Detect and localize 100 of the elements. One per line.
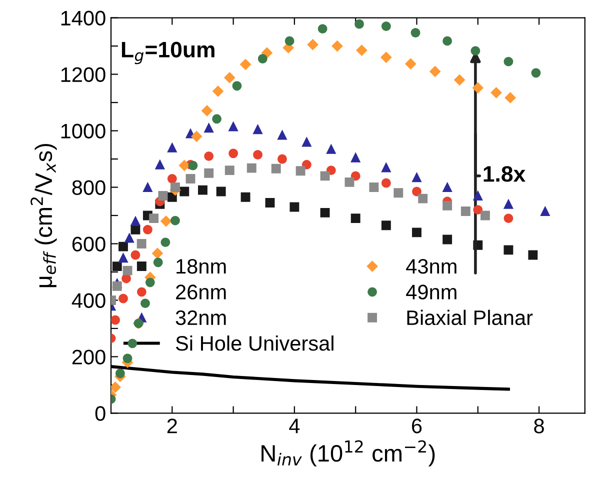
point	[160, 216, 172, 227]
y-tick-label: 1000	[61, 124, 106, 139]
point	[460, 206, 470, 216]
point	[204, 123, 214, 133]
point	[442, 36, 452, 46]
y-axis-title: μ$_{eff}$ (cm$^{2}$/V$_{x}$s)	[30, 144, 57, 288]
point	[418, 194, 428, 204]
point	[442, 234, 452, 244]
point	[167, 142, 177, 152]
legend-label: 43nm	[406, 259, 456, 274]
point	[186, 174, 196, 184]
point	[504, 245, 514, 255]
point	[115, 368, 125, 378]
x-tick-label: 6	[412, 418, 422, 434]
x-axis-title: N$_{inv}$ (10$^{12}$ cm$^{−2}$)	[262, 440, 435, 466]
point	[112, 262, 122, 272]
point	[142, 182, 152, 192]
point	[232, 81, 242, 91]
point	[307, 39, 318, 50]
point	[136, 239, 146, 248]
point	[381, 178, 391, 188]
point	[128, 338, 138, 348]
point	[504, 214, 514, 224]
legend-label: 32nm	[176, 310, 226, 326]
point	[258, 54, 268, 64]
point	[302, 137, 312, 147]
point	[394, 188, 404, 198]
point	[369, 182, 379, 192]
point	[412, 186, 422, 196]
point	[271, 164, 281, 174]
point	[228, 122, 238, 132]
point	[473, 191, 483, 200]
point	[167, 192, 177, 202]
annotation: 1.8x	[484, 166, 526, 182]
x-tick-label: 2	[167, 418, 177, 434]
point	[350, 214, 360, 224]
y-tick-label: 800	[72, 180, 106, 195]
point	[320, 171, 330, 181]
legend-label: Biaxial Planar	[407, 310, 533, 326]
y-tick-label: 0	[95, 406, 106, 421]
point	[224, 72, 236, 84]
point	[122, 354, 132, 364]
y-tick-label: 600	[72, 236, 106, 252]
point	[540, 206, 550, 216]
point	[350, 171, 360, 181]
point	[124, 233, 134, 243]
point	[381, 162, 391, 172]
point	[430, 66, 441, 77]
point	[240, 58, 251, 70]
point	[246, 163, 256, 173]
point	[180, 186, 190, 196]
legend-label: 49nm	[406, 284, 456, 300]
point	[290, 202, 300, 212]
point	[531, 68, 541, 78]
point	[320, 208, 330, 218]
point	[344, 177, 354, 187]
point	[122, 266, 132, 276]
point	[490, 87, 502, 98]
point	[118, 294, 128, 304]
point	[412, 228, 422, 238]
legend-label: 18nm	[176, 259, 226, 274]
point	[212, 86, 224, 97]
y-tick-label: 400	[72, 293, 106, 308]
annotation: L$_{g}$=10um	[122, 42, 214, 64]
point	[472, 82, 484, 94]
point	[381, 220, 391, 230]
point	[188, 160, 198, 170]
point	[118, 242, 128, 252]
point	[170, 182, 180, 192]
point	[130, 224, 140, 234]
point	[504, 92, 516, 104]
point	[160, 238, 170, 248]
point	[284, 36, 294, 46]
point	[158, 191, 168, 200]
point	[296, 166, 306, 176]
point	[442, 182, 452, 192]
point	[130, 216, 140, 226]
y-tick-label: 1400	[61, 10, 106, 26]
point	[454, 74, 466, 86]
point	[504, 56, 514, 66]
point	[326, 144, 336, 154]
point	[212, 114, 222, 124]
point	[442, 200, 452, 210]
point	[112, 281, 122, 291]
point	[224, 166, 234, 176]
point	[412, 172, 422, 182]
point	[204, 151, 214, 161]
point	[265, 198, 275, 208]
point	[473, 205, 483, 215]
point	[140, 298, 150, 308]
point	[354, 19, 364, 29]
point	[253, 150, 262, 160]
point	[204, 168, 214, 178]
y-tick-label: 1200	[61, 67, 106, 82]
point	[153, 258, 163, 268]
point	[277, 130, 287, 140]
x-tick-label: 4	[289, 418, 300, 434]
point	[178, 160, 190, 171]
point	[152, 248, 163, 259]
point	[480, 210, 490, 220]
